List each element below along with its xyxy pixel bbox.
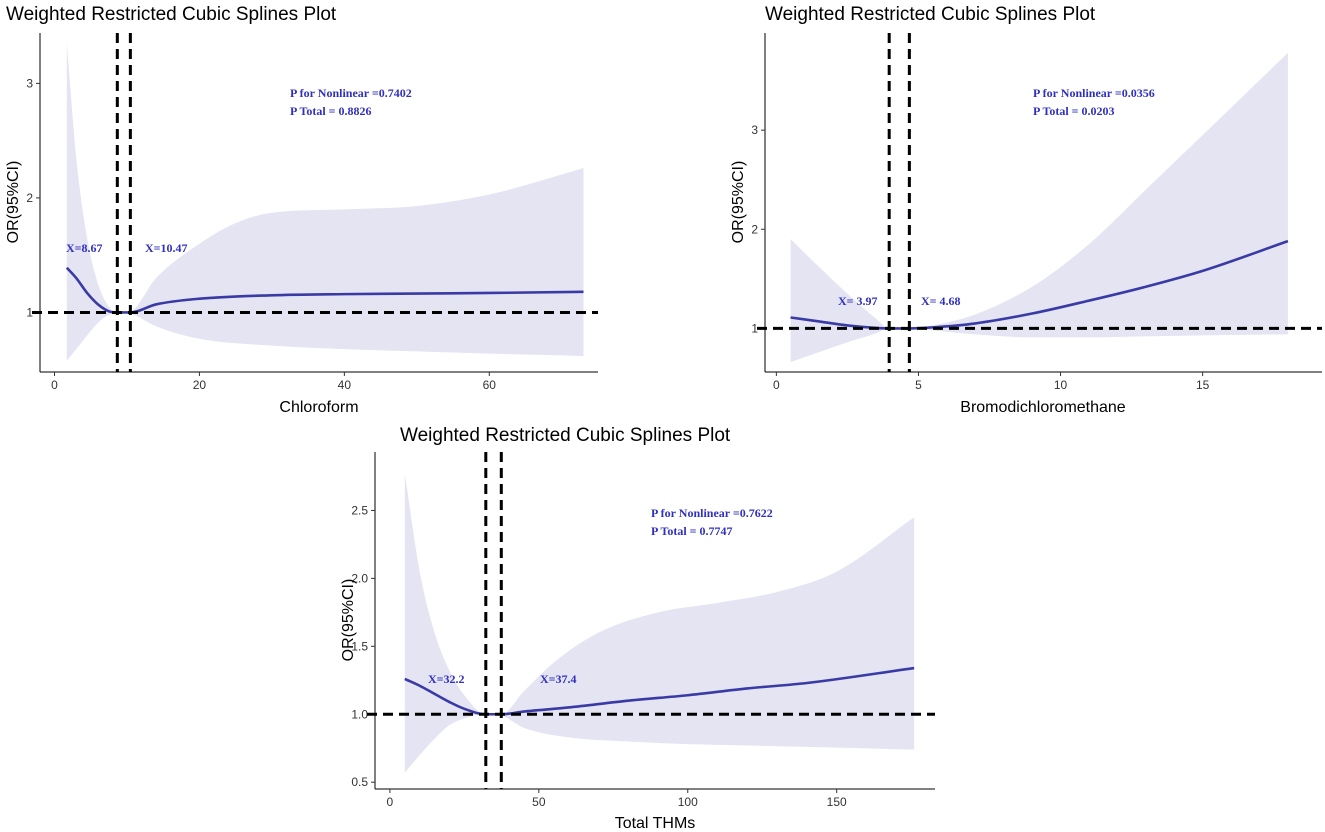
y-tick-label: 3 bbox=[751, 123, 758, 137]
knot-label-right: X=10.47 bbox=[145, 241, 188, 255]
knot-label-left: X=8.67 bbox=[66, 241, 103, 255]
knot-label-right: X= 4.68 bbox=[921, 294, 961, 308]
x-axis-label: Total THMs bbox=[615, 815, 696, 832]
y-tick-label: 0.5 bbox=[351, 775, 368, 789]
knot-label-left: X= 3.97 bbox=[838, 294, 878, 308]
x-axis-label: Bromodichloromethane bbox=[960, 399, 1126, 416]
p-total-text: P Total = 0.8826 bbox=[290, 104, 372, 118]
confidence-band bbox=[66, 43, 584, 361]
panel-chloroform: 0 20 40 60 1 2 3 Weighted Restricted Cubic Spl… bbox=[5, 4, 598, 416]
p-nonlinear-text: P for Nonlinear =0.7402 bbox=[290, 86, 412, 100]
p-total-text: P Total = 0.0203 bbox=[1033, 104, 1115, 118]
confidence-band bbox=[790, 52, 1288, 363]
spline-line bbox=[790, 239, 1289, 330]
p-total-text: P Total = 0.7747 bbox=[651, 524, 733, 538]
y-axis-label: OR(95%CI) bbox=[5, 161, 22, 244]
p-nonlinear-text: P for Nonlinear =0.7622 bbox=[651, 506, 773, 520]
y-tick-label: 2 bbox=[26, 191, 33, 205]
x-tick-label: 150 bbox=[827, 795, 847, 809]
x-tick-label: 20 bbox=[193, 378, 207, 392]
y-tick-label: 1.5 bbox=[351, 639, 368, 653]
y-tick-label: 3 bbox=[26, 76, 33, 90]
x-axis-label: Chloroform bbox=[279, 399, 358, 416]
y-axis-label: OR(95%CI) bbox=[730, 161, 747, 244]
panel-bromodichloromethane: 0 5 10 15 1 2 3 Weighted Restricted Cubic Spli… bbox=[730, 4, 1322, 416]
y-tick-label: 1 bbox=[26, 305, 33, 319]
y-tick-label: 2 bbox=[751, 222, 758, 236]
y-axis-label: OR(95%CI) bbox=[340, 579, 357, 662]
x-tick-label: 40 bbox=[338, 378, 352, 392]
x-tick-label: 0 bbox=[387, 795, 394, 809]
x-tick-label: 60 bbox=[483, 378, 497, 392]
panel-total-thms: 0 50 100 150 0.5 1.0 1.5 2.0 2.5 Weighted Restri… bbox=[340, 425, 935, 832]
x-tick-label: 100 bbox=[678, 795, 698, 809]
y-tick-label: 1.0 bbox=[351, 707, 368, 721]
spline-line bbox=[65, 266, 584, 314]
spline-line bbox=[404, 666, 915, 716]
panel-title: Weighted Restricted Cubic Splines Plot bbox=[765, 4, 1096, 25]
x-tick-label: 10 bbox=[1054, 378, 1068, 392]
panel-title: Weighted Restricted Cubic Splines Plot bbox=[400, 425, 731, 446]
y-tick-label: 1 bbox=[751, 321, 758, 335]
confidence-band bbox=[404, 473, 915, 773]
x-tick-label: 50 bbox=[532, 795, 546, 809]
panel-title: Weighted Restricted Cubic Splines Plot bbox=[6, 4, 337, 25]
x-tick-label: 0 bbox=[773, 378, 780, 392]
p-nonlinear-text: P for Nonlinear =0.0356 bbox=[1033, 86, 1155, 100]
x-tick-label: 0 bbox=[51, 378, 58, 392]
knot-label-right: X=37.4 bbox=[540, 672, 577, 686]
y-tick-label: 2.0 bbox=[351, 571, 368, 585]
x-tick-label: 5 bbox=[915, 378, 922, 392]
x-tick-label: 15 bbox=[1196, 378, 1210, 392]
knot-label-left: X=32.2 bbox=[428, 672, 465, 686]
y-tick-label: 2.5 bbox=[351, 503, 368, 517]
